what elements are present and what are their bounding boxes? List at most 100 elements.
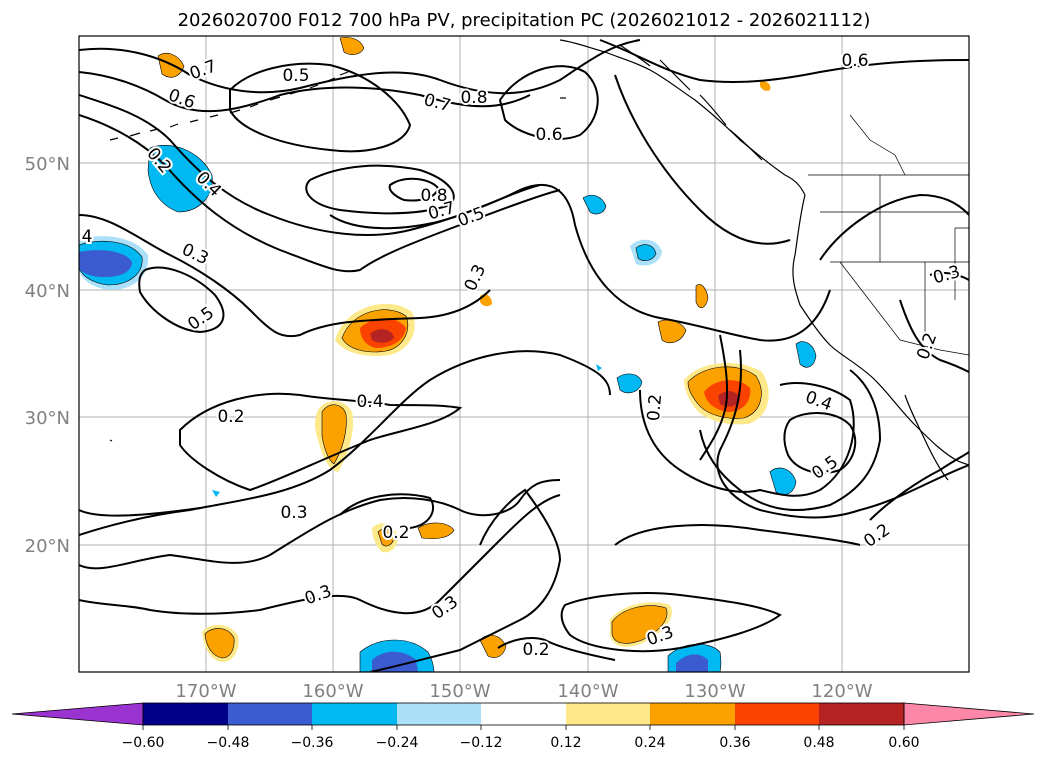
pv-contours [79,39,969,672]
precip-positive-area [204,628,235,659]
precip-positive-area [760,81,771,91]
longitude-labels: 170°W 160°W 150°W 140°W 130°W 120°W [175,681,872,702]
colorbar-tick-label: −0.12 [460,735,503,751]
colorbar-extend-high [903,702,1035,726]
border-us-mexico [899,339,969,356]
pv-contour [614,524,861,546]
coastline-north-america [792,194,969,466]
pv-contour [138,266,225,334]
pv-contour [79,479,561,570]
pv-contour [783,412,857,474]
colorbar-tick-label: −0.36 [291,735,334,751]
colorbar-segment [819,703,904,725]
contour-label: 0.2 [217,407,244,427]
precip-positive-area [377,528,395,547]
precip-negative-area [596,364,602,371]
pv-contour [699,369,882,511]
coastline-alaska [559,39,806,196]
precip-negative-area [795,341,817,368]
contour-label: 0.6 [841,51,868,71]
precip-negative-area [212,490,220,497]
pv-contour [599,39,969,83]
colorbar-segment [228,703,312,725]
pv-contour [639,382,855,497]
lon-label: 170°W [175,681,236,702]
contour-label: 0.2 [522,640,549,660]
island [109,439,113,442]
lon-label: 150°W [429,681,490,702]
pv-contour [497,637,616,661]
pv-contour [869,451,969,521]
pv-contour [614,74,791,245]
contour-label: 0.8 [460,88,487,108]
lon-label: 130°W [684,681,745,702]
contour-label: 0.4 [356,392,383,412]
colorbar-tick-label: 0.36 [719,735,750,751]
precip-positive-area [370,329,394,343]
precip-positive-area [321,404,347,465]
colorbar-segment [143,703,228,725]
colorbar-segment [397,703,481,725]
colorbar-segment [481,703,566,725]
contour-label: 4 [82,227,93,247]
precip-positive-area [695,284,709,309]
pv-contour [305,164,455,215]
precip-positive-area [417,522,455,540]
precip-negative-area [676,654,708,672]
colorbar-tick-label: 0.12 [550,735,581,751]
coastline-baja [904,394,949,481]
precip-negative-area [372,651,418,672]
pv-contour [929,271,969,281]
aleutian-islands [109,71,349,141]
precip-negative-area [635,244,657,261]
colorbar-extend-low [11,702,144,726]
colorbar-segment [566,703,650,725]
precip-positive-area [339,37,365,55]
contour-label: 0.3 [280,503,307,523]
pv-contour [329,184,541,230]
contour-label: 0.6 [535,125,562,145]
contour-label: 0.8 [420,186,447,206]
pv-contour [899,299,969,373]
pv-contour [79,39,641,95]
colorbar-segment [312,703,397,725]
lon-label: 120°W [811,681,872,702]
contour-label: 0.5 [282,66,309,86]
pv-contour [79,507,201,517]
colorbar: −0.60 −0.48 −0.36 −0.24 −0.12 0.12 0.24 … [11,702,1035,751]
colorbar-segment [650,703,735,725]
coastline-alaska [619,44,763,161]
lon-label: 140°W [557,681,618,702]
pv-contour [388,177,440,202]
pv-contour [560,592,782,653]
colorbar-tick-label: 0.48 [803,735,834,751]
colorbar-segment [735,703,819,725]
pv-contour [179,392,463,492]
pv-contour [79,494,561,615]
colorbar-tick-label: 0.24 [634,735,665,751]
lat-label: 50°N [25,154,70,175]
precip-negative-area [616,373,643,394]
precip-positive-area [611,605,668,644]
pv-contour [369,488,562,672]
precip-negative-area [79,250,132,278]
map-background [79,36,969,672]
map-frame [78,35,970,673]
pv-contour [79,114,561,273]
province-border [849,114,906,176]
precip-negative-area [582,194,607,215]
colorbar-tick-label: −0.48 [207,735,250,751]
contour-label: 0.2 [644,393,666,422]
pv-contour [819,193,969,261]
colorbar-tick-label: −0.60 [122,735,165,751]
colorbar-frame [142,702,905,726]
pv-contour [79,71,531,113]
country-borders [808,114,969,356]
lon-label: 160°W [302,681,363,702]
state-borders [820,175,969,341]
pv-contour [498,65,599,141]
figure-title: 2026020700 F012 700 hPa PV, precipitatio… [178,10,871,31]
lat-label: 40°N [25,281,70,302]
lat-label: 30°N [25,408,70,429]
